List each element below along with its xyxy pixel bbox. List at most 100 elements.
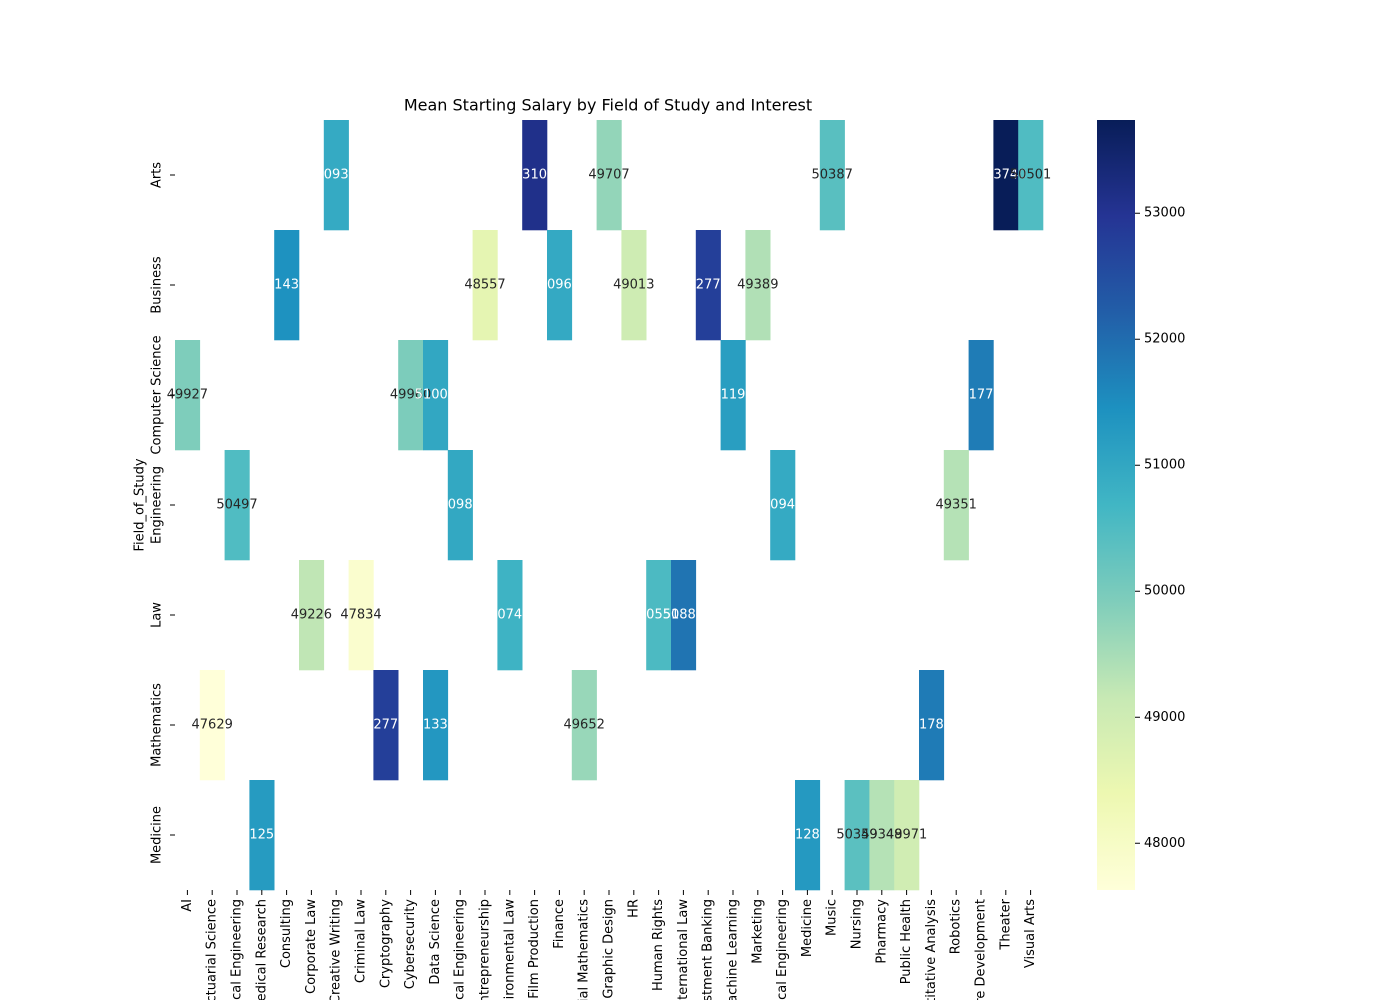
heat-cell — [522, 120, 548, 231]
x-tick-label: AI — [180, 899, 195, 912]
x-tick-label: Cybersecurity — [403, 899, 418, 990]
cell-label: 51000 — [415, 388, 456, 403]
heat-cell — [547, 230, 573, 341]
cell-label: 50960 — [539, 278, 580, 293]
heat-cell — [373, 670, 399, 781]
heat-cell — [472, 230, 498, 341]
heat-cell — [869, 780, 895, 891]
x-tick-label: Music — [825, 899, 840, 936]
heat-cell — [819, 120, 845, 231]
cell-label: 50387 — [812, 168, 853, 183]
x-tick-label: Graphic Design — [602, 899, 617, 999]
heat-cell — [571, 670, 597, 781]
cell-label: 49927 — [167, 388, 208, 403]
colorbar-tick-label: 50000 — [1144, 584, 1185, 599]
heat-cell — [621, 230, 647, 341]
heat-cell — [447, 450, 473, 561]
heat-cell — [720, 340, 746, 451]
x-tick-label: Biomedical Research — [254, 899, 269, 1000]
x-tick-label: Cryptography — [378, 899, 393, 988]
x-tick-label: Marketing — [750, 899, 765, 964]
heat-cell — [274, 230, 300, 341]
x-tick-label: Actuarial Science — [205, 899, 220, 1000]
heat-cell — [596, 120, 622, 231]
cell-label: 50980 — [440, 498, 481, 513]
colorbar-tick-label: 52000 — [1144, 332, 1185, 347]
heat-cell — [919, 670, 945, 781]
y-tick-label: Mathematics — [150, 683, 165, 767]
cell-label: 51250 — [241, 828, 282, 843]
heat-cell — [423, 670, 449, 781]
cell-label: 48971 — [886, 828, 927, 843]
x-tick-label: Criminal Law — [354, 899, 369, 983]
heat-cell — [398, 340, 424, 451]
colorbar-tick-label: 48000 — [1144, 836, 1185, 851]
x-tick-label: International Law — [676, 899, 691, 1000]
cell-label: 50497 — [216, 498, 257, 513]
cell-label: 49226 — [291, 608, 332, 623]
colorbar-tick-label: 53000 — [1144, 206, 1185, 221]
heat-cell — [943, 450, 969, 561]
cell-label: 50550 — [638, 608, 679, 623]
y-tick-label: Computer Science — [150, 335, 165, 454]
cell-label: 49389 — [737, 278, 778, 293]
heat-cell — [968, 340, 994, 451]
y-tick-label: Law — [150, 602, 165, 628]
cell-label: 49351 — [936, 498, 977, 513]
cell-label: 53740 — [985, 168, 1026, 183]
heat-cell — [993, 120, 1019, 231]
cell-label: 50359 — [836, 828, 877, 843]
cell-label: 50940 — [762, 498, 803, 513]
x-tick-label: Pharmacy — [874, 899, 889, 964]
x-tick-label: Robotics — [949, 899, 964, 954]
heat-cell — [745, 230, 771, 341]
x-tick-label: Consulting — [279, 899, 294, 968]
y-tick-label: Arts — [150, 162, 165, 188]
x-tick-label: Nursing — [850, 899, 865, 949]
x-tick-label: Electrical Engineering — [453, 899, 468, 1000]
y-tick-label: Medicine — [150, 806, 165, 864]
x-tick-label: HR — [626, 899, 641, 918]
heat-cell — [894, 780, 920, 891]
heat-cell — [844, 780, 870, 891]
cell-label: 51280 — [787, 828, 828, 843]
x-tick-label: Visual Arts — [1023, 899, 1038, 968]
x-tick-label: Finance — [552, 899, 567, 949]
cell-label: 50930 — [316, 168, 357, 183]
x-tick-label: Film Production — [527, 899, 542, 999]
x-tick-label: Creative Writing — [329, 899, 344, 1000]
heat-cell — [695, 230, 721, 341]
x-tick-label: Financial Mathematics — [577, 899, 592, 1000]
x-tick-label: Public Health — [899, 899, 914, 984]
cell-label: 51430 — [266, 278, 307, 293]
heat-cell — [795, 780, 821, 891]
heat-cell — [646, 560, 672, 671]
colorbar — [1097, 120, 1135, 890]
cell-label: 51190 — [712, 388, 753, 403]
y-tick-label: Business — [150, 256, 165, 314]
x-tick-label: Theater — [998, 898, 1013, 950]
cell-label: 51330 — [415, 718, 456, 733]
heat-cell — [249, 780, 275, 891]
cell-label: 51780 — [911, 718, 952, 733]
cell-label: 49960 — [390, 388, 431, 403]
heat-cell — [323, 120, 349, 231]
heat-cell — [423, 340, 449, 451]
heat-cell — [671, 560, 697, 671]
x-tick-label: Biomedical Engineering — [230, 899, 245, 1000]
x-tick-label: Entrepreneurship — [478, 899, 493, 1000]
cell-label: 53100 — [514, 168, 555, 183]
cell-label: 49707 — [588, 168, 629, 183]
x-tick-label: Corporate Law — [304, 899, 319, 994]
heat-cell — [348, 560, 374, 671]
cells — [175, 120, 1044, 891]
colorbar-tick-label: 51000 — [1144, 458, 1185, 473]
x-tick-label: Environmental Law — [502, 899, 517, 1000]
cell-label: 47834 — [340, 608, 381, 623]
cell-label: 49652 — [564, 718, 605, 733]
heat-cell — [299, 560, 325, 671]
y-tick-label: Engineering — [150, 466, 165, 544]
cell-label: 50740 — [489, 608, 530, 623]
heat-cell — [199, 670, 225, 781]
